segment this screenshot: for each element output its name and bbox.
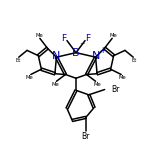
Text: Et: Et — [15, 58, 21, 63]
Text: Me: Me — [109, 33, 117, 38]
Text: Me: Me — [93, 82, 101, 87]
Text: +: + — [99, 46, 105, 55]
Text: F: F — [85, 34, 91, 43]
Text: Me: Me — [35, 33, 43, 38]
Text: B: B — [72, 48, 80, 58]
Text: N: N — [91, 51, 100, 61]
Text: Br: Br — [111, 85, 119, 94]
Text: Me: Me — [25, 75, 33, 80]
Text: Me: Me — [119, 75, 127, 80]
Text: ⁻: ⁻ — [79, 41, 85, 51]
Text: Br: Br — [82, 132, 90, 141]
Text: Me: Me — [51, 82, 59, 87]
Text: N: N — [52, 51, 61, 61]
Text: Et: Et — [131, 58, 137, 63]
Text: F: F — [61, 34, 67, 43]
